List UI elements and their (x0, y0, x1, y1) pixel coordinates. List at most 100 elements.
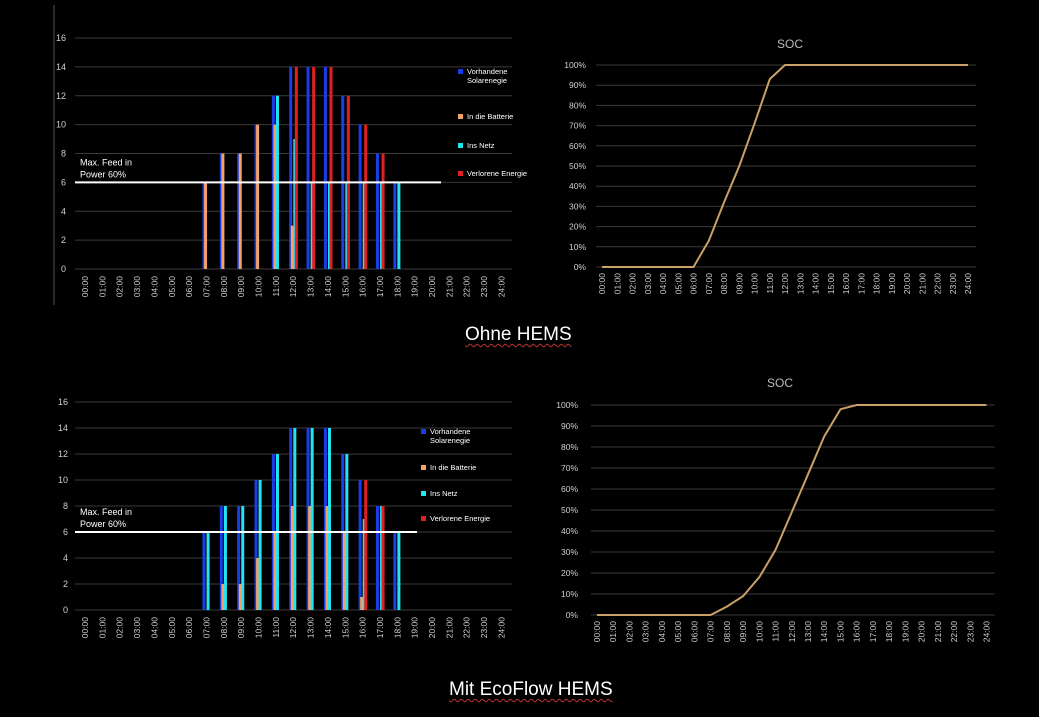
bars-mit-legend-swatch (421, 491, 426, 496)
bars-ohne-xtick-label: 11:00 (271, 276, 281, 297)
soc-ohne-ytick-label: 10% (569, 242, 586, 252)
soc-mit-xtick-label: 11:00 (771, 621, 781, 642)
soc-ohne-xtick-label: 13:00 (795, 273, 805, 295)
bars-ohne-bar-available (202, 182, 206, 269)
soc-mit-xtick-label: 10:00 (754, 621, 764, 643)
soc-ohne-xtick-label: 00:00 (597, 273, 607, 295)
soc-ohne-xtick-label: 09:00 (734, 273, 744, 295)
soc-ohne-xtick-label: 24:00 (963, 273, 973, 295)
bars-mit-bar-battery (238, 584, 242, 610)
soc-mit-soc-line (597, 404, 987, 616)
soc-mit-ytick-label: 50% (561, 505, 578, 515)
soc-ohne-xtick-label: 10:00 (750, 273, 760, 295)
soc-ohne-xtick-label: 18:00 (872, 273, 882, 295)
bars-mit-xtick-label: 21:00 (444, 617, 454, 639)
bars-ohne-bar-battery (256, 124, 260, 269)
bars-mit-xtick-label: 05:00 (167, 617, 177, 639)
soc-ohne-xtick-label: 14:00 (811, 273, 821, 295)
bars-ohne-bar-battery (273, 124, 277, 269)
bars-ohne-legend-swatch (458, 69, 463, 74)
bars-mit-bar-available (202, 532, 206, 610)
bars-mit-bar-available (358, 480, 362, 610)
soc-mit-xtick-label: 06:00 (689, 621, 699, 643)
bars-mit-xtick-label: 10:00 (254, 617, 264, 639)
bars-mit-xtick-label: 11:00 (271, 617, 281, 638)
bars-ohne-xtick-label: 17:00 (375, 276, 385, 298)
bars-mit-bar-available (254, 480, 258, 610)
bars-ohne-xtick-label: 02:00 (115, 276, 125, 298)
bars-mit-xtick-label: 12:00 (288, 617, 298, 639)
soc-ohne-ytick-label: 80% (569, 100, 586, 110)
bars-ohne-bar-available (323, 66, 327, 269)
bars-mit-xtick-label: 20:00 (427, 617, 437, 639)
bars-ohne-bar-lost (294, 66, 298, 269)
soc-ohne-xtick-label: 05:00 (673, 273, 683, 295)
soc-ohne-ytick-label: 30% (569, 201, 586, 211)
soc-mit-xtick-label: 18:00 (884, 621, 894, 643)
bars-mit-xtick-label: 13:00 (306, 617, 316, 639)
bars-mit-bar-grid (397, 532, 401, 610)
bars-mit-bar-grid (258, 480, 262, 610)
bars-mit-bar-available (289, 428, 293, 610)
bars-mit-bar-lost (381, 506, 385, 610)
bars-ohne-xtick-label: 09:00 (236, 276, 246, 298)
soc-mit-ytick-label: 10% (561, 589, 578, 599)
bars-mit-legend-swatch (421, 429, 426, 434)
bars-ohne-xtick-label: 04:00 (149, 276, 159, 298)
bars-ohne-bar-available (358, 124, 362, 269)
soc-ohne-xtick-label: 01:00 (612, 273, 622, 295)
bars-mit-xtick-label: 16:00 (358, 617, 368, 639)
bars-ohne-bar-battery (221, 153, 225, 269)
bars-mit-xtick-label: 15:00 (340, 617, 350, 639)
bars-mit-xtick-label: 00:00 (80, 617, 90, 639)
soc-ohne-ytick-label: 100% (564, 60, 586, 70)
bars-mit-xtick-label: 19:00 (410, 617, 420, 639)
bars-ohne-legend-swatch (458, 114, 463, 119)
soc-mit-ytick-label: 20% (561, 568, 578, 578)
soc-mit-ytick-label: 100% (556, 400, 578, 410)
bars-ohne-ytick-label: 0 (61, 264, 66, 274)
soc-mit-xtick-label: 03:00 (641, 621, 651, 643)
bars-mit-xtick-label: 03:00 (132, 617, 142, 639)
bars-mit-bar-available (237, 506, 241, 610)
bars-mit-legend-label: Ins Netz (430, 489, 458, 498)
soc-mit-xtick-label: 07:00 (706, 621, 716, 643)
soc-ohne-xtick-label: 22:00 (933, 273, 943, 295)
soc-mit-ytick-label: 40% (561, 526, 578, 536)
bars-ohne-bar-available (219, 153, 223, 269)
bars-mit-ytick-label: 14 (58, 423, 68, 433)
bars-ohne-xtick-label: 23:00 (479, 276, 489, 298)
bars-ohne-bar-available (306, 66, 310, 269)
soc-ohne-ytick-label: 0% (574, 262, 587, 272)
soc-ohne-xtick-label: 02:00 (628, 273, 638, 295)
bars-ohne-feed-limit-label: Max. Feed in (80, 157, 132, 167)
bars-mit-bar-grid (328, 428, 331, 610)
soc-mit-xtick-label: 00:00 (592, 621, 602, 643)
soc-mit-xtick-label: 01:00 (608, 621, 618, 643)
bars-mit-xtick-label: 22:00 (462, 617, 472, 639)
bars-ohne-xtick-label: 21:00 (444, 276, 454, 298)
bars-mit-xtick-label: 18:00 (392, 617, 402, 639)
bars-mit-feed-limit-label: Max. Feed in (80, 507, 132, 517)
bars-ohne-bar-available (289, 66, 293, 269)
soc-ohne-ytick-label: 60% (569, 141, 586, 151)
bars-mit-xtick-label: 17:00 (375, 617, 385, 639)
bars-mit-bar-available (306, 428, 310, 610)
bars-mit-bar-battery (221, 584, 225, 610)
bars-ohne-xtick-label: 01:00 (97, 276, 107, 298)
bars-ohne-bar-battery (204, 182, 208, 269)
soc-ohne-xtick-label: 19:00 (887, 273, 897, 295)
soc-mit-ytick-label: 70% (561, 463, 578, 473)
soc-ohne-xtick-label: 07:00 (704, 273, 714, 295)
bars-mit-legend-label: Solarenegie (430, 436, 470, 445)
bars-ohne-legend-swatch (458, 143, 463, 148)
soc-mit-xtick-label: 16:00 (852, 621, 862, 643)
bars-ohne-bar-battery (290, 225, 294, 269)
soc-mit-ytick-label: 0% (566, 610, 579, 620)
bars-mit-xtick-label: 07:00 (201, 617, 211, 639)
soc-ohne-xtick-label: 11:00 (765, 273, 775, 294)
bars-ohne-xtick-label: 24:00 (496, 276, 506, 298)
soc-ohne-ytick-label: 70% (569, 121, 586, 131)
soc-mit-xtick-label: 09:00 (738, 621, 748, 643)
bars-ohne-legend-label: Solarenegie (467, 76, 507, 85)
